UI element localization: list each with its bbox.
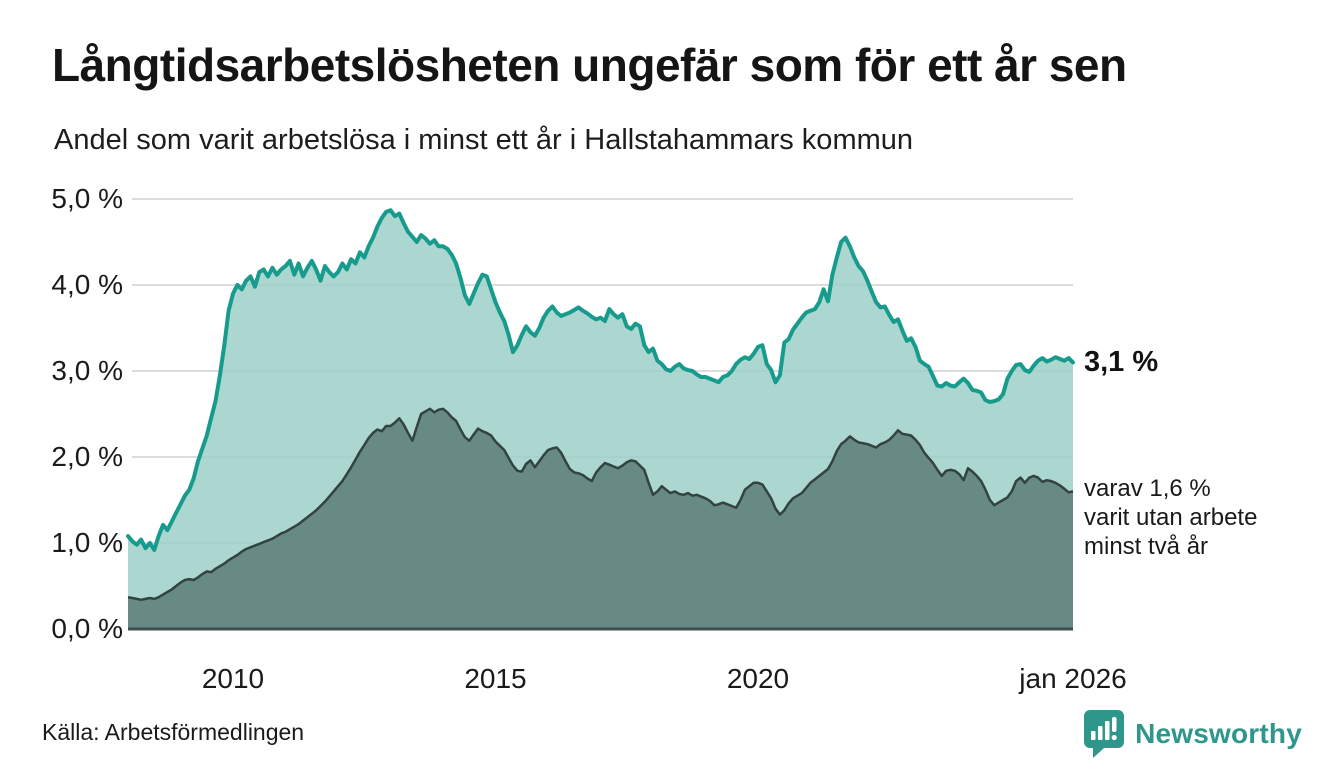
y-axis-tick-label: 1,0 % — [51, 527, 123, 558]
series-line-1year — [126, 208, 1075, 552]
y-axis-tick-label: 5,0 % — [51, 183, 123, 214]
secondary-annotation-line-2: varit utan arbete — [1084, 504, 1258, 531]
y-axis-tick-label: 2,0 % — [51, 441, 123, 472]
latest-value-annotation: 3,1 % — [1084, 346, 1159, 378]
x-axis-tick-label: 2015 — [464, 663, 526, 694]
x-axis-tick-label: 2020 — [727, 663, 789, 694]
x-axis-tick-label: jan 2026 — [1018, 663, 1126, 694]
series-area-2year — [128, 408, 1073, 629]
page-title: Långtidsarbetslösheten ungefär som för e… — [52, 39, 1127, 91]
newsworthy-speech-bubble-bar-chart-icon — [1084, 710, 1125, 758]
secondary-annotation-line-3: minst två år — [1084, 533, 1209, 560]
y-axis-tick-label: 4,0 % — [51, 269, 123, 300]
x-axis-tick-label: 2010 — [202, 663, 264, 694]
y-axis-tick-label: 0,0 % — [51, 613, 123, 644]
source-credit: Källa: Arbetsförmedlingen — [42, 719, 305, 745]
newsworthy-wordmark: Newsworthy — [1135, 718, 1302, 749]
secondary-series-annotation: varav 1,6 % varit utan arbete minst två … — [1084, 474, 1257, 561]
y-axis-tick-label: 3,0 % — [51, 355, 123, 386]
chart-subtitle: Andel som varit arbetslösa i minst ett å… — [54, 124, 914, 156]
newsworthy-branding: Newsworthy — [1083, 708, 1302, 760]
secondary-annotation-line-1: varav 1,6 % — [1084, 475, 1211, 502]
series-line-2year — [127, 407, 1074, 602]
